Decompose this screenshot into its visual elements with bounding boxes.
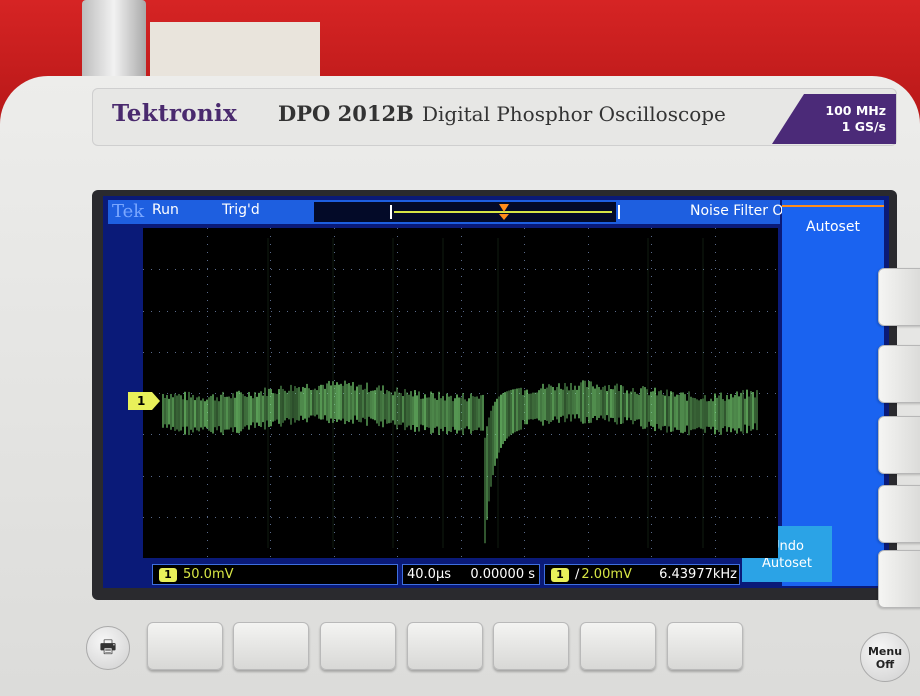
bandwidth-label: 100 MHz — [825, 103, 886, 118]
time-per-div: 40.0µs — [407, 567, 451, 582]
side-softkey-1[interactable] — [878, 268, 920, 326]
trigger-state: Trig'd — [222, 202, 260, 218]
printer-icon: 🖶 — [99, 637, 117, 658]
bottom-softkey-7[interactable] — [667, 622, 743, 670]
frequency-readout: 6.43977kHz — [659, 567, 737, 582]
front-label-strip — [92, 88, 897, 146]
record-trigger-icon — [499, 204, 509, 212]
ch1-scale-value: 50.0mV — [183, 567, 234, 582]
undo-autoset-label: Undo Autoset — [761, 539, 813, 571]
side-softkey-2[interactable] — [878, 345, 920, 403]
record-view-trace — [394, 211, 612, 213]
bottom-softkey-5[interactable] — [493, 622, 569, 670]
bottom-softkey-2[interactable] — [233, 622, 309, 670]
menu-off-label: Menu Off — [867, 645, 903, 671]
noise-filter-status: Noise Filter Of — [690, 203, 789, 219]
side-softkey-4[interactable] — [878, 485, 920, 543]
trigger-source-tag: 1 — [551, 568, 569, 582]
autoset-menu-item[interactable]: Autoset — [782, 205, 884, 515]
trigger-level: 2.00mV — [581, 567, 632, 582]
ch1-scale-readout[interactable]: 1 50.0mV — [152, 564, 398, 585]
record-trigger-icon-lower — [499, 214, 509, 220]
product-name: Digital Phosphor Oscilloscope — [422, 102, 726, 126]
trigger-readout[interactable]: 1 ∕ 2.00mV 6.43977kHz — [544, 564, 740, 585]
side-softkey-3[interactable] — [878, 416, 920, 474]
tek-logo: Tek — [112, 201, 145, 222]
print-button[interactable]: 🖶 — [86, 626, 130, 670]
run-state: Run — [152, 202, 179, 218]
trigger-position: 0.00000 s — [470, 567, 535, 582]
sample-rate-label: 1 GS/s — [841, 119, 886, 134]
ch1-tag: 1 — [159, 568, 177, 582]
ch1-waveform-trace — [162, 238, 758, 548]
bottom-softkey-6[interactable] — [580, 622, 656, 670]
menu-off-button[interactable]: Menu Off — [860, 632, 910, 682]
graticule-grid — [143, 228, 776, 557]
bottom-softkey-1[interactable] — [147, 622, 223, 670]
rising-edge-icon: ∕ — [575, 567, 580, 582]
spec-badge: 100 MHz 1 GS/s — [772, 94, 896, 144]
brand-logo: Tektronix — [112, 100, 237, 127]
record-view-window — [390, 205, 620, 219]
side-softkey-5[interactable] — [878, 550, 920, 608]
ch1-ground-marker[interactable]: 1 — [128, 392, 160, 410]
bottom-softkey-3[interactable] — [320, 622, 396, 670]
bottom-softkey-4[interactable] — [407, 622, 483, 670]
waveform-display — [143, 228, 776, 557]
horizontal-readout[interactable]: 40.0µs 0.00000 s — [402, 564, 540, 585]
metal-pole — [82, 0, 146, 90]
model-number: DPO 2012B — [278, 101, 414, 126]
